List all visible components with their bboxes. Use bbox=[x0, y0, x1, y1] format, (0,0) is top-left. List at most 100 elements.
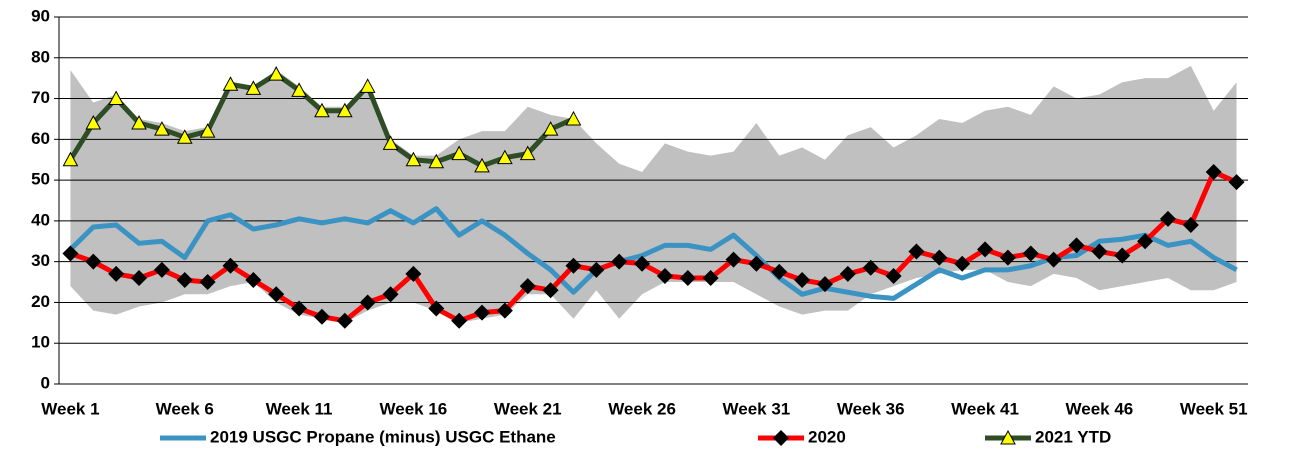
marker-diamond bbox=[1205, 163, 1222, 180]
marker-diamond bbox=[474, 304, 491, 321]
marker-diamond bbox=[496, 302, 513, 319]
marker-diamond bbox=[222, 257, 239, 274]
legend-label: 2020 bbox=[808, 427, 846, 446]
marker-diamond bbox=[773, 430, 789, 446]
marker-diamond bbox=[405, 265, 422, 282]
marker-diamond bbox=[839, 265, 856, 282]
series-line bbox=[69, 169, 1238, 324]
marker-diamond bbox=[313, 308, 330, 325]
marker-diamond bbox=[885, 267, 902, 284]
x-tick-label: Week 21 bbox=[494, 399, 562, 418]
marker-diamond bbox=[85, 253, 102, 270]
x-tick-label: Week 11 bbox=[266, 399, 333, 418]
marker-triangle bbox=[245, 80, 262, 95]
marker-triangle bbox=[268, 66, 285, 81]
x-tick-label: Week 26 bbox=[608, 399, 676, 418]
marker-diamond bbox=[1091, 243, 1108, 260]
marker-diamond bbox=[1228, 174, 1245, 191]
marker-triangle bbox=[222, 76, 239, 91]
y-tick-label: 30 bbox=[31, 251, 50, 270]
y-tick-label: 20 bbox=[31, 292, 50, 311]
marker-triangle bbox=[405, 151, 422, 167]
marker-triangle bbox=[497, 149, 513, 165]
x-tick-label: Week 41 bbox=[951, 399, 1019, 418]
marker-diamond bbox=[382, 286, 399, 303]
marker-diamond bbox=[702, 269, 719, 286]
marker-triangle bbox=[428, 153, 445, 169]
y-tick-label: 90 bbox=[31, 6, 50, 25]
x-tick-label: Week 6 bbox=[156, 399, 214, 418]
marker-diamond bbox=[611, 253, 628, 270]
x-tick-label: Week 51 bbox=[1180, 399, 1248, 418]
y-tick-label: 0 bbox=[41, 373, 50, 392]
y-tick-label: 70 bbox=[31, 88, 50, 107]
marker-triangle bbox=[199, 123, 216, 138]
marker-diamond bbox=[794, 272, 811, 289]
x-tick-label: Week 16 bbox=[380, 399, 448, 418]
marker-triangle bbox=[451, 145, 467, 161]
legend-label: 2019 USGC Propane (minus) USGC Ethane bbox=[210, 427, 556, 446]
marker-triangle bbox=[85, 114, 102, 130]
marker-diamond bbox=[268, 286, 285, 303]
marker-diamond bbox=[131, 269, 148, 286]
marker-diamond bbox=[679, 269, 696, 286]
y-tick-label: 60 bbox=[31, 129, 50, 148]
marker-diamond bbox=[291, 300, 308, 317]
marker-diamond bbox=[931, 249, 948, 266]
y-tick-label: 40 bbox=[31, 210, 50, 229]
marker-triangle bbox=[519, 145, 536, 161]
marker-triangle bbox=[62, 151, 79, 167]
marker-diamond bbox=[359, 294, 376, 311]
range-band bbox=[70, 65, 1237, 323]
marker-diamond bbox=[199, 274, 216, 291]
marker-diamond bbox=[1045, 251, 1062, 268]
marker-triangle bbox=[291, 82, 307, 97]
marker-diamond bbox=[816, 276, 833, 293]
marker-diamond bbox=[999, 249, 1016, 266]
marker-diamond bbox=[634, 255, 651, 272]
marker-diamond bbox=[245, 272, 262, 289]
marker-diamond bbox=[428, 300, 445, 317]
series-line bbox=[68, 206, 1238, 301]
legend-label: 2021 YTD bbox=[1035, 427, 1111, 446]
x-tick-label: Week 46 bbox=[1066, 399, 1134, 418]
marker-diamond bbox=[176, 272, 193, 289]
marker-triangle bbox=[314, 102, 330, 118]
y-tick-label: 10 bbox=[31, 333, 50, 352]
marker-triangle bbox=[382, 135, 399, 150]
marker-diamond bbox=[954, 255, 971, 272]
marker-triangle bbox=[176, 129, 193, 144]
marker-diamond bbox=[108, 265, 125, 282]
x-tick-label: Week 1 bbox=[41, 399, 99, 418]
x-tick-label: Week 36 bbox=[837, 399, 905, 418]
marker-triangle bbox=[1000, 429, 1016, 445]
y-tick-label: 80 bbox=[31, 47, 50, 66]
marker-diamond bbox=[1159, 210, 1176, 227]
marker-diamond bbox=[451, 312, 468, 329]
marker-triangle bbox=[154, 121, 170, 136]
marker-diamond bbox=[565, 257, 582, 274]
marker-diamond bbox=[336, 312, 353, 329]
marker-diamond bbox=[62, 245, 79, 262]
marker-diamond bbox=[977, 241, 994, 258]
marker-diamond bbox=[862, 259, 879, 276]
marker-diamond bbox=[771, 263, 788, 280]
x-tick-label: Week 31 bbox=[723, 399, 791, 418]
marker-diamond bbox=[1182, 216, 1199, 233]
marker-diamond bbox=[748, 255, 765, 272]
marker-diamond bbox=[656, 267, 673, 284]
marker-triangle bbox=[359, 78, 376, 93]
marker-diamond bbox=[725, 251, 742, 268]
marker-diamond bbox=[1022, 245, 1039, 262]
marker-diamond bbox=[588, 261, 605, 278]
marker-diamond bbox=[542, 282, 559, 299]
marker-diamond bbox=[1114, 247, 1131, 264]
marker-diamond bbox=[519, 278, 536, 295]
marker-diamond bbox=[153, 261, 170, 278]
marker-triangle bbox=[131, 114, 147, 130]
marker-triangle bbox=[542, 121, 559, 136]
marker-diamond bbox=[1068, 237, 1085, 254]
marker-triangle bbox=[474, 157, 490, 173]
marker-diamond bbox=[1137, 233, 1154, 250]
